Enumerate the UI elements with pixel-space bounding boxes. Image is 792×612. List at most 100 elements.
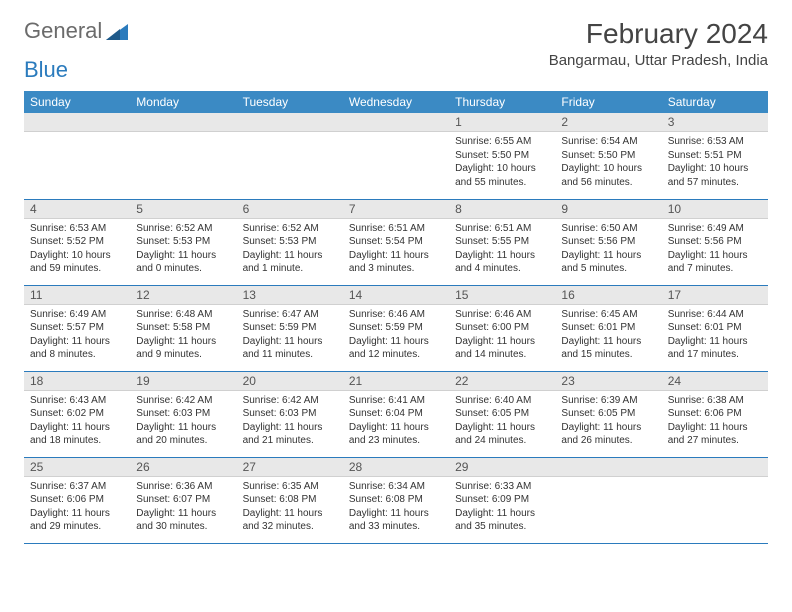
calendar-cell: 4Sunrise: 6:53 AMSunset: 5:52 PMDaylight… xyxy=(24,199,130,285)
calendar-row: 4Sunrise: 6:53 AMSunset: 5:52 PMDaylight… xyxy=(24,199,768,285)
day-content: Sunrise: 6:45 AMSunset: 6:01 PMDaylight:… xyxy=(555,305,661,365)
weekday-row: SundayMondayTuesdayWednesdayThursdayFrid… xyxy=(24,91,768,113)
calendar-row: 25Sunrise: 6:37 AMSunset: 6:06 PMDayligh… xyxy=(24,457,768,543)
day-content: Sunrise: 6:53 AMSunset: 5:51 PMDaylight:… xyxy=(662,132,768,192)
calendar-row: 11Sunrise: 6:49 AMSunset: 5:57 PMDayligh… xyxy=(24,285,768,371)
calendar-cell: 19Sunrise: 6:42 AMSunset: 6:03 PMDayligh… xyxy=(130,371,236,457)
calendar-body: 1Sunrise: 6:55 AMSunset: 5:50 PMDaylight… xyxy=(24,113,768,543)
brand-triangle-icon xyxy=(106,22,128,40)
calendar-cell: 25Sunrise: 6:37 AMSunset: 6:06 PMDayligh… xyxy=(24,457,130,543)
calendar-cell: 23Sunrise: 6:39 AMSunset: 6:05 PMDayligh… xyxy=(555,371,661,457)
day-number: 5 xyxy=(130,200,236,219)
calendar-cell: 13Sunrise: 6:47 AMSunset: 5:59 PMDayligh… xyxy=(237,285,343,371)
calendar-cell: 27Sunrise: 6:35 AMSunset: 6:08 PMDayligh… xyxy=(237,457,343,543)
day-number: 29 xyxy=(449,458,555,477)
day-number: 28 xyxy=(343,458,449,477)
weekday-header: Friday xyxy=(555,91,661,113)
weekday-header: Saturday xyxy=(662,91,768,113)
day-content: Sunrise: 6:46 AMSunset: 6:00 PMDaylight:… xyxy=(449,305,555,365)
weekday-header: Thursday xyxy=(449,91,555,113)
day-content: Sunrise: 6:47 AMSunset: 5:59 PMDaylight:… xyxy=(237,305,343,365)
day-content: Sunrise: 6:49 AMSunset: 5:56 PMDaylight:… xyxy=(662,219,768,279)
day-number: 27 xyxy=(237,458,343,477)
day-number: 4 xyxy=(24,200,130,219)
day-number: 17 xyxy=(662,286,768,305)
day-number xyxy=(130,113,236,132)
location-text: Bangarmau, Uttar Pradesh, India xyxy=(549,52,768,69)
brand-text-1: General xyxy=(24,18,102,44)
day-content: Sunrise: 6:51 AMSunset: 5:55 PMDaylight:… xyxy=(449,219,555,279)
calendar-cell: 12Sunrise: 6:48 AMSunset: 5:58 PMDayligh… xyxy=(130,285,236,371)
day-content: Sunrise: 6:44 AMSunset: 6:01 PMDaylight:… xyxy=(662,305,768,365)
calendar-cell xyxy=(24,113,130,199)
calendar-cell: 16Sunrise: 6:45 AMSunset: 6:01 PMDayligh… xyxy=(555,285,661,371)
day-content: Sunrise: 6:52 AMSunset: 5:53 PMDaylight:… xyxy=(237,219,343,279)
day-number: 21 xyxy=(343,372,449,391)
calendar-cell: 20Sunrise: 6:42 AMSunset: 6:03 PMDayligh… xyxy=(237,371,343,457)
calendar-cell: 7Sunrise: 6:51 AMSunset: 5:54 PMDaylight… xyxy=(343,199,449,285)
day-content xyxy=(555,477,661,537)
day-content: Sunrise: 6:48 AMSunset: 5:58 PMDaylight:… xyxy=(130,305,236,365)
day-number xyxy=(24,113,130,132)
weekday-header: Wednesday xyxy=(343,91,449,113)
day-content: Sunrise: 6:43 AMSunset: 6:02 PMDaylight:… xyxy=(24,391,130,451)
day-content: Sunrise: 6:36 AMSunset: 6:07 PMDaylight:… xyxy=(130,477,236,537)
day-number: 15 xyxy=(449,286,555,305)
day-content: Sunrise: 6:41 AMSunset: 6:04 PMDaylight:… xyxy=(343,391,449,451)
day-number: 9 xyxy=(555,200,661,219)
day-content: Sunrise: 6:33 AMSunset: 6:09 PMDaylight:… xyxy=(449,477,555,537)
calendar-cell: 22Sunrise: 6:40 AMSunset: 6:05 PMDayligh… xyxy=(449,371,555,457)
weekday-header: Tuesday xyxy=(237,91,343,113)
day-content: Sunrise: 6:40 AMSunset: 6:05 PMDaylight:… xyxy=(449,391,555,451)
calendar-row: 1Sunrise: 6:55 AMSunset: 5:50 PMDaylight… xyxy=(24,113,768,199)
day-content: Sunrise: 6:49 AMSunset: 5:57 PMDaylight:… xyxy=(24,305,130,365)
day-number xyxy=(662,458,768,477)
day-number xyxy=(343,113,449,132)
day-content xyxy=(24,132,130,192)
calendar-cell xyxy=(555,457,661,543)
day-number: 6 xyxy=(237,200,343,219)
day-number xyxy=(237,113,343,132)
title-block: February 2024 Bangarmau, Uttar Pradesh, … xyxy=(549,18,768,69)
calendar-cell xyxy=(343,113,449,199)
day-number: 26 xyxy=(130,458,236,477)
day-content: Sunrise: 6:37 AMSunset: 6:06 PMDaylight:… xyxy=(24,477,130,537)
calendar-cell: 15Sunrise: 6:46 AMSunset: 6:00 PMDayligh… xyxy=(449,285,555,371)
day-number: 10 xyxy=(662,200,768,219)
day-number: 7 xyxy=(343,200,449,219)
brand-text-2: Blue xyxy=(24,57,68,83)
day-number: 12 xyxy=(130,286,236,305)
day-number: 20 xyxy=(237,372,343,391)
day-content xyxy=(237,132,343,192)
calendar-cell: 6Sunrise: 6:52 AMSunset: 5:53 PMDaylight… xyxy=(237,199,343,285)
day-number: 11 xyxy=(24,286,130,305)
day-content: Sunrise: 6:52 AMSunset: 5:53 PMDaylight:… xyxy=(130,219,236,279)
calendar-cell: 14Sunrise: 6:46 AMSunset: 5:59 PMDayligh… xyxy=(343,285,449,371)
day-content: Sunrise: 6:42 AMSunset: 6:03 PMDaylight:… xyxy=(237,391,343,451)
day-number: 23 xyxy=(555,372,661,391)
calendar-cell: 28Sunrise: 6:34 AMSunset: 6:08 PMDayligh… xyxy=(343,457,449,543)
day-content: Sunrise: 6:38 AMSunset: 6:06 PMDaylight:… xyxy=(662,391,768,451)
day-content: Sunrise: 6:53 AMSunset: 5:52 PMDaylight:… xyxy=(24,219,130,279)
calendar-cell: 10Sunrise: 6:49 AMSunset: 5:56 PMDayligh… xyxy=(662,199,768,285)
day-content xyxy=(130,132,236,192)
day-number: 14 xyxy=(343,286,449,305)
calendar-head: SundayMondayTuesdayWednesdayThursdayFrid… xyxy=(24,91,768,113)
weekday-header: Sunday xyxy=(24,91,130,113)
brand-logo: General xyxy=(24,18,130,44)
day-number: 18 xyxy=(24,372,130,391)
day-number: 1 xyxy=(449,113,555,132)
calendar-cell xyxy=(130,113,236,199)
day-content: Sunrise: 6:42 AMSunset: 6:03 PMDaylight:… xyxy=(130,391,236,451)
day-number: 16 xyxy=(555,286,661,305)
day-number: 22 xyxy=(449,372,555,391)
day-content: Sunrise: 6:34 AMSunset: 6:08 PMDaylight:… xyxy=(343,477,449,537)
day-content: Sunrise: 6:50 AMSunset: 5:56 PMDaylight:… xyxy=(555,219,661,279)
calendar-cell xyxy=(237,113,343,199)
calendar-cell: 2Sunrise: 6:54 AMSunset: 5:50 PMDaylight… xyxy=(555,113,661,199)
calendar-cell xyxy=(662,457,768,543)
calendar-cell: 29Sunrise: 6:33 AMSunset: 6:09 PMDayligh… xyxy=(449,457,555,543)
calendar-cell: 8Sunrise: 6:51 AMSunset: 5:55 PMDaylight… xyxy=(449,199,555,285)
calendar-cell: 5Sunrise: 6:52 AMSunset: 5:53 PMDaylight… xyxy=(130,199,236,285)
day-number xyxy=(555,458,661,477)
